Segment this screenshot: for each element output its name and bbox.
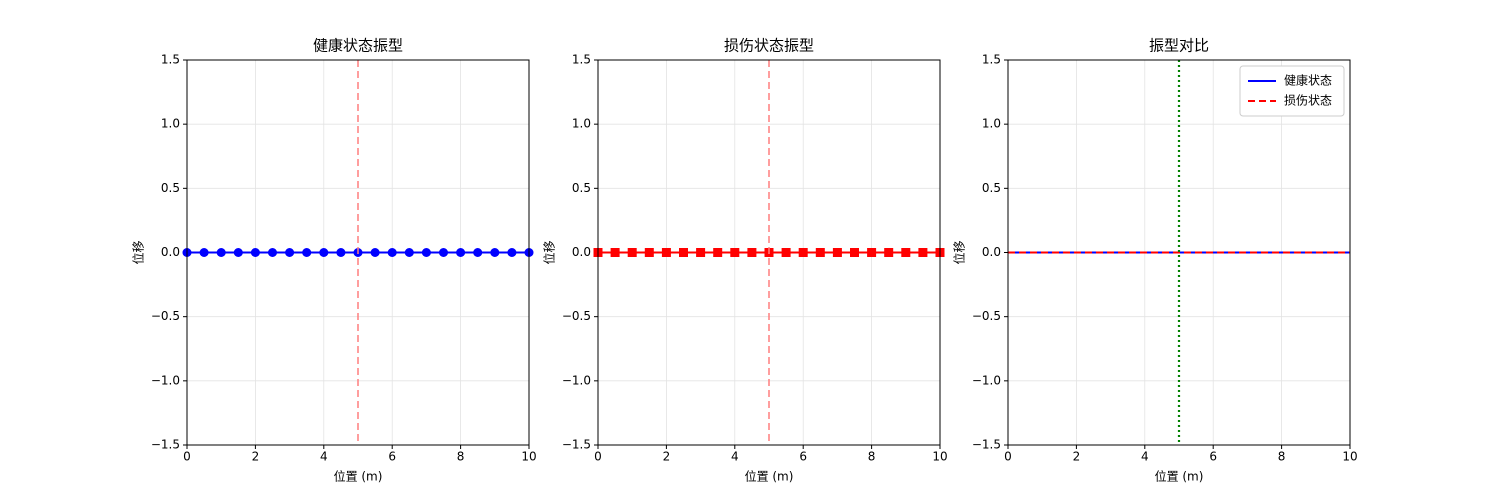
y-tick-label: −1.5 bbox=[562, 438, 591, 452]
x-tick-label: 10 bbox=[521, 450, 536, 464]
y-axis-label: 位移 bbox=[542, 240, 557, 264]
marker bbox=[456, 248, 466, 257]
x-axis-label: 位置 (m) bbox=[745, 469, 794, 484]
marker bbox=[644, 248, 654, 257]
x-tick-label: 10 bbox=[932, 450, 947, 464]
y-tick-label: 0.0 bbox=[572, 245, 591, 259]
x-tick-label: 6 bbox=[1209, 450, 1217, 464]
marker bbox=[850, 248, 859, 257]
marker bbox=[781, 248, 791, 257]
marker bbox=[250, 248, 260, 257]
x-tick-label: 4 bbox=[731, 450, 739, 464]
x-tick-label: 0 bbox=[1004, 450, 1012, 464]
chart-title: 损伤状态振型 bbox=[724, 37, 814, 55]
x-tick-label: 4 bbox=[1141, 450, 1149, 464]
subplot: 健康状态振型 0 2 4 6 8 10 −1.5 −1.0 −0.5 0.0 0.5 1.0 1.5 位置 … bbox=[131, 37, 537, 484]
x-tick-label: 6 bbox=[799, 450, 807, 464]
subplot: 振型对比 0 2 4 6 8 10 −1.5 −1.0 −0.5 0.0 0.5 1.0 1.5 位置 (m… bbox=[952, 37, 1358, 484]
x-axis-label: 位置 (m) bbox=[334, 469, 383, 484]
x-tick-label: 8 bbox=[868, 450, 876, 464]
marker bbox=[918, 248, 928, 257]
x-axis-label: 位置 (m) bbox=[1155, 469, 1204, 484]
marker bbox=[199, 248, 209, 257]
subplot: 损伤状态振型 0 2 4 6 8 10 −1.5 −1.0 −0.5 0.0 0.5 1.0 1.5 位置 … bbox=[542, 37, 948, 484]
chart-title: 健康状态振型 bbox=[313, 37, 403, 55]
y-tick-label: 0.5 bbox=[161, 181, 180, 195]
y-axis-label: 位移 bbox=[131, 240, 146, 264]
plot-frame bbox=[597, 59, 941, 446]
marker bbox=[473, 248, 483, 257]
x-tick-label: 8 bbox=[1278, 450, 1286, 464]
marker bbox=[268, 248, 277, 257]
y-tick-label: 0.5 bbox=[982, 181, 1001, 195]
marker bbox=[387, 248, 397, 257]
marker bbox=[661, 248, 671, 257]
y-tick-label: 0.0 bbox=[161, 245, 180, 259]
marker bbox=[798, 248, 808, 257]
y-tick-label: 0.0 bbox=[982, 245, 1001, 259]
plot-frame bbox=[1007, 59, 1351, 446]
y-tick-label: 0.5 bbox=[572, 181, 591, 195]
y-tick-label: 1.0 bbox=[161, 117, 180, 131]
y-tick-label: 1.5 bbox=[572, 53, 591, 67]
x-tick-label: 0 bbox=[183, 450, 191, 464]
chart-title: 振型对比 bbox=[1149, 37, 1209, 55]
legend-box bbox=[1239, 65, 1345, 117]
y-tick-label: −0.5 bbox=[972, 309, 1001, 323]
marker bbox=[507, 248, 517, 257]
x-tick-label: 2 bbox=[663, 450, 671, 464]
marker bbox=[832, 248, 842, 257]
y-tick-label: −1.0 bbox=[151, 373, 180, 387]
marker bbox=[439, 248, 448, 257]
marker bbox=[336, 248, 346, 257]
legend-label: 健康状态 bbox=[1284, 73, 1332, 88]
y-tick-label: −1.0 bbox=[972, 373, 1001, 387]
y-tick-label: 1.0 bbox=[572, 117, 591, 131]
y-tick-label: 1.5 bbox=[161, 53, 180, 67]
x-tick-label: 2 bbox=[1073, 450, 1081, 464]
marker bbox=[747, 248, 757, 257]
marker bbox=[285, 248, 295, 257]
marker bbox=[901, 248, 911, 257]
marker bbox=[404, 248, 414, 257]
y-tick-label: −0.5 bbox=[562, 309, 591, 323]
marker bbox=[679, 248, 688, 257]
marker bbox=[884, 248, 894, 257]
y-axis-label: 位移 bbox=[952, 240, 967, 264]
y-tick-label: −0.5 bbox=[151, 309, 180, 323]
marker bbox=[490, 248, 500, 257]
y-tick-label: 1.0 bbox=[982, 117, 1001, 131]
y-tick-label: −1.5 bbox=[972, 438, 1001, 452]
y-tick-label: 1.5 bbox=[982, 53, 1001, 67]
marker bbox=[421, 248, 431, 257]
x-tick-label: 8 bbox=[457, 450, 465, 464]
marker bbox=[610, 248, 620, 257]
marker bbox=[370, 248, 380, 257]
marker bbox=[216, 248, 226, 257]
x-tick-label: 2 bbox=[252, 450, 260, 464]
y-tick-label: −1.0 bbox=[562, 373, 591, 387]
legend-label: 损伤状态 bbox=[1284, 94, 1332, 108]
x-tick-label: 0 bbox=[594, 450, 602, 464]
plot-frame bbox=[186, 59, 530, 446]
marker bbox=[815, 248, 825, 257]
marker bbox=[627, 248, 637, 257]
marker bbox=[730, 248, 740, 257]
x-tick-label: 4 bbox=[320, 450, 328, 464]
y-tick-label: −1.5 bbox=[151, 438, 180, 452]
marker bbox=[302, 248, 312, 257]
marker bbox=[233, 248, 243, 257]
marker bbox=[319, 248, 329, 257]
x-tick-label: 6 bbox=[388, 450, 396, 464]
x-tick-label: 10 bbox=[1342, 450, 1357, 464]
marker bbox=[696, 248, 706, 257]
marker bbox=[867, 248, 877, 257]
marker bbox=[713, 248, 723, 257]
